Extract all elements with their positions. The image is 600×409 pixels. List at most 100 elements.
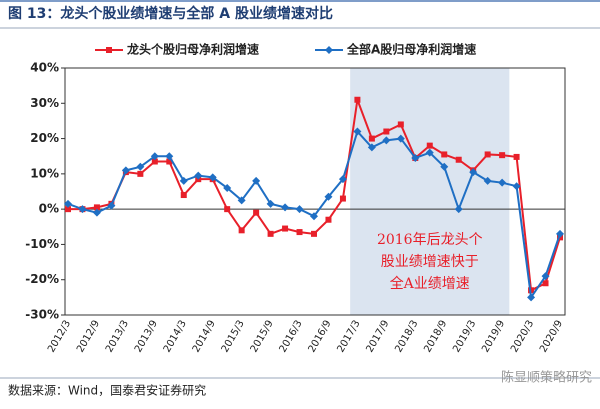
y-tick-label: 10% xyxy=(30,166,59,180)
point xyxy=(223,183,232,192)
annotation: 2016年后龙头个 xyxy=(377,232,483,248)
point xyxy=(92,208,101,217)
point xyxy=(296,229,303,236)
y-tick-label: 20% xyxy=(30,131,59,145)
point xyxy=(165,152,174,161)
x-tick-label: 2015/3 xyxy=(220,319,247,355)
point xyxy=(354,96,361,103)
x-tick-label: 2013/9 xyxy=(133,319,160,355)
point xyxy=(353,127,362,136)
highlight-region xyxy=(350,68,510,315)
legend-marker xyxy=(106,47,112,53)
x-tick-label: 2012/9 xyxy=(75,319,102,355)
legend-label: 龙头个股归母净利润增速 xyxy=(127,42,259,57)
point xyxy=(224,206,231,213)
legend-marker xyxy=(325,46,333,54)
annotation: 全A业绩增速 xyxy=(390,275,470,292)
x-tick-label: 2017/3 xyxy=(335,319,362,355)
point xyxy=(367,143,376,152)
y-tick-label: -30% xyxy=(25,308,59,322)
point xyxy=(397,121,404,128)
point xyxy=(383,128,390,135)
x-tick-label: 2020/9 xyxy=(538,319,565,355)
plot-frame xyxy=(64,67,566,316)
point xyxy=(311,230,317,237)
point xyxy=(455,156,462,163)
point xyxy=(194,171,203,180)
point xyxy=(238,227,245,234)
x-tick-label: 2019/9 xyxy=(480,319,507,355)
point xyxy=(542,280,549,287)
point xyxy=(411,153,420,162)
point xyxy=(426,142,433,149)
point xyxy=(136,162,145,171)
x-tick-label: 2016/3 xyxy=(278,319,305,355)
point xyxy=(440,162,449,171)
x-tick-label: 2019/3 xyxy=(451,319,478,355)
point xyxy=(166,158,173,165)
point xyxy=(396,134,405,143)
point xyxy=(65,206,71,213)
point xyxy=(324,192,333,201)
y-tick-label: 40% xyxy=(30,61,59,75)
annotation: 股业绩增速快于 xyxy=(381,254,479,270)
point xyxy=(150,152,159,161)
point xyxy=(107,201,116,210)
point xyxy=(441,151,448,158)
y-tick-label: -10% xyxy=(25,237,59,251)
x-tick-label: 2018/9 xyxy=(422,319,449,355)
point xyxy=(252,176,261,185)
point xyxy=(151,158,158,165)
point xyxy=(382,136,391,145)
point xyxy=(325,216,332,223)
point xyxy=(425,148,434,157)
point xyxy=(368,135,375,142)
point xyxy=(556,229,564,238)
point xyxy=(267,230,274,237)
point xyxy=(93,204,100,211)
point xyxy=(499,152,506,159)
point xyxy=(527,293,536,302)
x-tick-label: 2018/3 xyxy=(393,319,420,355)
chart-title: 图 13：龙头个股业绩增速与全部 A 股业绩增速对比 xyxy=(8,5,333,22)
x-tick-label: 2020/3 xyxy=(509,319,536,355)
point xyxy=(513,153,520,160)
point xyxy=(454,205,463,214)
top-rule xyxy=(0,0,600,2)
x-tick-label: 2013/3 xyxy=(104,319,131,355)
point xyxy=(338,175,347,184)
point xyxy=(483,176,492,185)
x-tick-label: 2014/9 xyxy=(191,319,218,355)
point xyxy=(541,272,550,281)
legend-label: 全部A股归母净利润增速 xyxy=(346,42,476,57)
x-tick-label: 2014/3 xyxy=(162,319,189,355)
point xyxy=(253,209,260,216)
point xyxy=(282,225,289,232)
point xyxy=(295,205,304,214)
point xyxy=(339,195,346,202)
source: 数据来源：Wind，国泰君安证券研究 xyxy=(8,383,206,398)
point xyxy=(237,196,246,205)
x-tick-label: 2012/3 xyxy=(46,319,73,355)
point xyxy=(266,199,275,208)
point xyxy=(310,212,318,221)
y-tick-label: -20% xyxy=(25,272,59,286)
point xyxy=(281,203,290,212)
x-tick-label: 2015/9 xyxy=(249,319,276,355)
point xyxy=(208,173,217,182)
point xyxy=(121,166,130,175)
y-tick-label: 0% xyxy=(39,202,59,216)
point xyxy=(484,151,491,158)
point xyxy=(512,182,521,191)
x-tick-label: 2017/9 xyxy=(364,319,391,355)
point xyxy=(498,178,507,187)
y-tick-label: 30% xyxy=(30,96,59,110)
point xyxy=(137,170,144,177)
point xyxy=(78,205,87,214)
x-tick-label: 2016/9 xyxy=(307,319,334,355)
point xyxy=(180,192,187,199)
point xyxy=(179,176,188,185)
watermark: 陈显顺策略研究 xyxy=(501,370,592,386)
point xyxy=(64,199,72,208)
